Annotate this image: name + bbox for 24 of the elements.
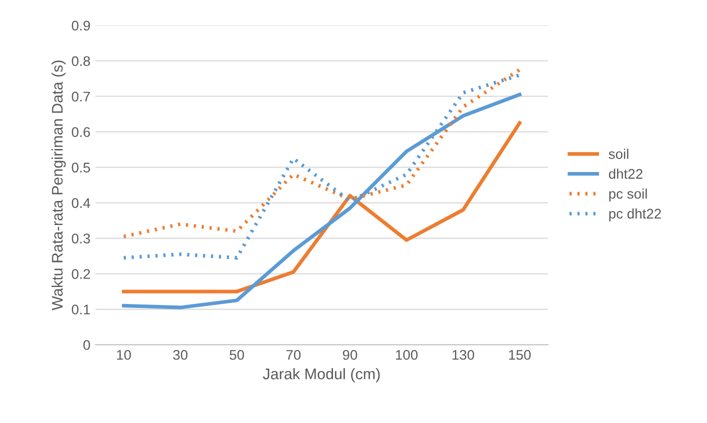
y-axis-title: Waktu Rata-rata Pengiriman Data (s) xyxy=(51,60,66,310)
y-tick-label: 0.5 xyxy=(72,162,90,172)
y-tick-label: 0.1 xyxy=(72,304,90,314)
y-tick-label: 0.2 xyxy=(72,269,90,279)
y-tick-label: 0.3 xyxy=(72,234,90,244)
legend-label: soil xyxy=(608,148,628,159)
x-tick-label: 150 xyxy=(509,350,531,360)
x-tick-label: 10 xyxy=(117,350,131,360)
legend-label: dht22 xyxy=(608,168,642,179)
y-tick-label: 0 xyxy=(83,340,90,350)
legend-label: pc soil xyxy=(609,188,647,202)
y-tick-label: 0.7 xyxy=(72,92,90,102)
y-tick-label: 0.6 xyxy=(72,127,90,138)
y-tick-label: 0.8 xyxy=(72,56,90,66)
x-tick-label: 100 xyxy=(396,350,418,360)
x-axis-title: Jarak Modul (cm) xyxy=(262,368,380,382)
x-tick-label: 70 xyxy=(286,350,301,360)
legend-label: pc dht22 xyxy=(609,208,661,222)
y-tick-label: 0.4 xyxy=(72,198,90,208)
x-tick-label: 30 xyxy=(173,350,188,360)
x-tick-label: 90 xyxy=(342,350,358,360)
y-tick-label: 0.9 xyxy=(72,20,90,31)
x-tick-label: 130 xyxy=(452,350,474,360)
x-tick-label: 50 xyxy=(230,350,244,360)
